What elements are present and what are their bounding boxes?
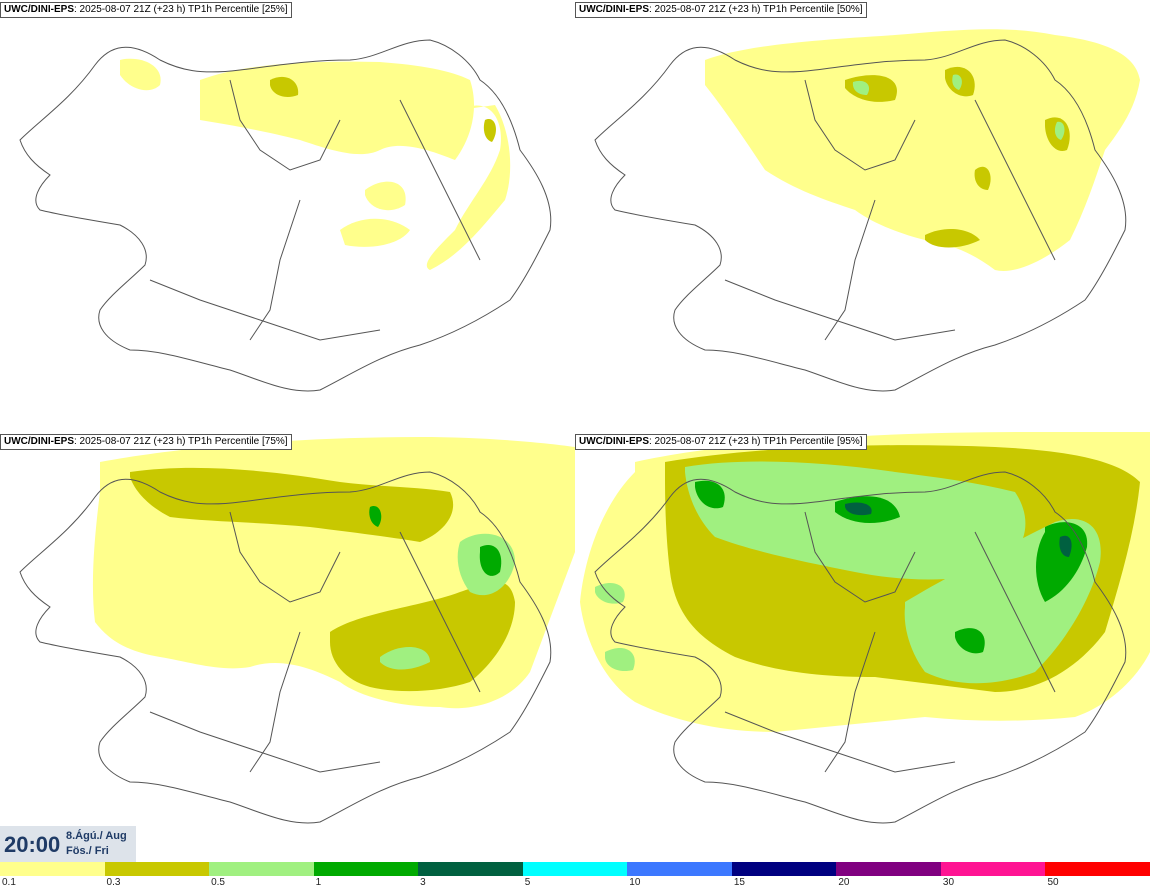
legend-tick-label: 15 xyxy=(733,877,745,888)
legend-swatch xyxy=(627,862,733,876)
legend-swatch xyxy=(418,862,524,876)
legend-swatch xyxy=(0,862,106,876)
legend-tick-label: 20 xyxy=(838,877,850,888)
iceland-outline xyxy=(594,471,1127,824)
legend-swatch xyxy=(104,862,210,876)
map-panel-p75: UWC/DINI-EPS: 2025-08-07 21Z (+23 h) TP1… xyxy=(0,432,575,862)
legend-tick-label: 0.1 xyxy=(2,877,16,888)
panel-title: UWC/DINI-EPS: 2025-08-07 21Z (+23 h) TP1… xyxy=(575,2,867,18)
panel-title: UWC/DINI-EPS: 2025-08-07 21Z (+23 h) TP1… xyxy=(575,434,867,450)
legend-tick-label: 10 xyxy=(629,877,641,888)
legend-swatch xyxy=(313,862,419,876)
legend-swatch xyxy=(1045,862,1150,876)
legend-tick-label: 1 xyxy=(315,877,322,888)
legend-tick-label: 0.3 xyxy=(106,877,121,888)
precip-shading xyxy=(120,58,511,270)
panel-title: UWC/DINI-EPS: 2025-08-07 21Z (+23 h) TP1… xyxy=(0,434,292,450)
map-panel-p25: UWC/DINI-EPS: 2025-08-07 21Z (+23 h) TP1… xyxy=(0,0,575,430)
precip-shading xyxy=(705,29,1140,271)
precip-legend xyxy=(0,862,1150,876)
legend-swatch xyxy=(522,862,628,876)
valid-date: 8.Ágú./ Aug xyxy=(66,830,127,842)
legend-tick-label: 30 xyxy=(942,877,955,888)
legend-tick-label: 50 xyxy=(1047,877,1059,888)
legend-swatch xyxy=(940,862,1046,876)
precip-shading xyxy=(580,432,1150,732)
legend-tick-label: 0.5 xyxy=(211,877,225,888)
valid-time-box: 20:00 8.Ágú./ Aug Fös./ Fri xyxy=(0,826,136,862)
iceland-outline xyxy=(19,39,552,392)
valid-day: Fös./ Fri xyxy=(66,845,109,857)
precip-map xyxy=(19,39,552,392)
iceland-outline xyxy=(19,471,552,824)
iceland-outline xyxy=(594,39,1127,392)
precip-map xyxy=(19,437,575,824)
legend-swatch xyxy=(731,862,837,876)
precip-map xyxy=(594,29,1140,392)
panel-title: UWC/DINI-EPS: 2025-08-07 21Z (+23 h) TP1… xyxy=(0,2,292,18)
precip-map xyxy=(580,432,1150,824)
precip-shading xyxy=(92,437,575,709)
map-panel-p50: UWC/DINI-EPS: 2025-08-07 21Z (+23 h) TP1… xyxy=(575,0,1150,430)
legend-swatch xyxy=(836,862,942,876)
valid-time-clock: 20:00 xyxy=(4,832,61,857)
legend-tick-label: 3 xyxy=(420,877,426,888)
legend-swatch xyxy=(209,862,315,876)
map-panel-p95: UWC/DINI-EPS: 2025-08-07 21Z (+23 h) TP1… xyxy=(575,432,1150,862)
legend-tick-label: 5 xyxy=(524,877,531,888)
